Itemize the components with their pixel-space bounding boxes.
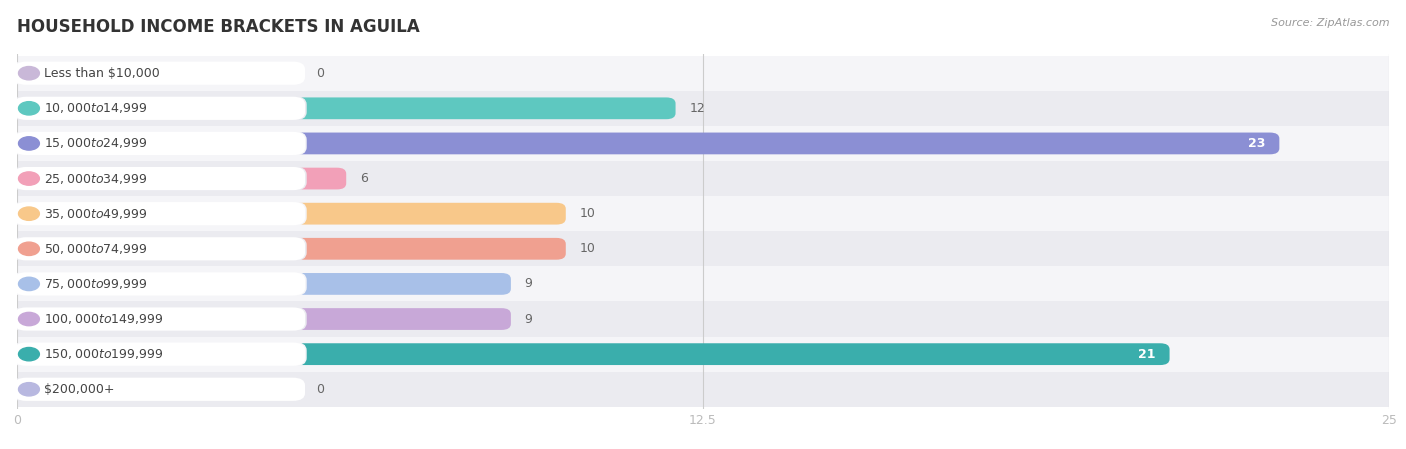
FancyBboxPatch shape: [13, 61, 307, 85]
Text: $100,000 to $149,999: $100,000 to $149,999: [45, 312, 163, 326]
FancyBboxPatch shape: [13, 96, 307, 121]
Text: 0: 0: [316, 67, 323, 79]
Bar: [17, 372, 1389, 407]
FancyBboxPatch shape: [13, 342, 307, 366]
FancyBboxPatch shape: [17, 238, 565, 260]
Text: $75,000 to $99,999: $75,000 to $99,999: [45, 277, 148, 291]
Bar: [17, 161, 1389, 196]
FancyBboxPatch shape: [17, 273, 510, 295]
FancyBboxPatch shape: [17, 167, 346, 189]
FancyBboxPatch shape: [14, 97, 305, 120]
Text: $15,000 to $24,999: $15,000 to $24,999: [45, 136, 148, 150]
Bar: [17, 266, 1389, 301]
FancyBboxPatch shape: [13, 272, 307, 296]
FancyBboxPatch shape: [13, 307, 307, 331]
Text: 10: 10: [579, 242, 595, 255]
FancyBboxPatch shape: [14, 343, 305, 366]
FancyBboxPatch shape: [14, 378, 305, 401]
FancyBboxPatch shape: [14, 132, 305, 155]
Text: 12: 12: [689, 102, 704, 115]
Circle shape: [18, 101, 39, 115]
Text: 9: 9: [524, 277, 533, 291]
FancyBboxPatch shape: [13, 202, 307, 226]
Circle shape: [18, 207, 39, 220]
FancyBboxPatch shape: [17, 97, 675, 119]
Text: 6: 6: [360, 172, 368, 185]
Text: 0: 0: [316, 383, 323, 396]
Text: $50,000 to $74,999: $50,000 to $74,999: [45, 242, 148, 256]
Bar: [17, 56, 1389, 91]
Bar: [17, 337, 1389, 372]
Text: 10: 10: [579, 207, 595, 220]
Text: 23: 23: [1249, 137, 1265, 150]
FancyBboxPatch shape: [17, 132, 1279, 154]
Text: $10,000 to $14,999: $10,000 to $14,999: [45, 101, 148, 115]
FancyBboxPatch shape: [14, 308, 305, 330]
Bar: [17, 126, 1389, 161]
FancyBboxPatch shape: [17, 203, 565, 224]
Bar: [17, 231, 1389, 266]
FancyBboxPatch shape: [14, 202, 305, 225]
Circle shape: [18, 383, 39, 396]
Circle shape: [18, 277, 39, 291]
FancyBboxPatch shape: [13, 131, 307, 156]
Circle shape: [18, 242, 39, 255]
Text: Less than $10,000: Less than $10,000: [45, 67, 160, 79]
FancyBboxPatch shape: [17, 343, 1170, 365]
FancyBboxPatch shape: [13, 166, 307, 191]
FancyBboxPatch shape: [14, 273, 305, 295]
Text: $35,000 to $49,999: $35,000 to $49,999: [45, 207, 148, 220]
FancyBboxPatch shape: [17, 308, 510, 330]
Text: $150,000 to $199,999: $150,000 to $199,999: [45, 347, 163, 361]
Circle shape: [18, 66, 39, 80]
Text: HOUSEHOLD INCOME BRACKETS IN AGUILA: HOUSEHOLD INCOME BRACKETS IN AGUILA: [17, 18, 419, 36]
Text: 21: 21: [1139, 348, 1156, 361]
Circle shape: [18, 172, 39, 185]
FancyBboxPatch shape: [14, 167, 305, 190]
FancyBboxPatch shape: [13, 237, 307, 261]
Text: $200,000+: $200,000+: [45, 383, 115, 396]
Circle shape: [18, 137, 39, 150]
Circle shape: [18, 313, 39, 326]
Text: Source: ZipAtlas.com: Source: ZipAtlas.com: [1271, 18, 1389, 28]
FancyBboxPatch shape: [14, 62, 305, 85]
Bar: [17, 301, 1389, 337]
Text: 9: 9: [524, 313, 533, 326]
Bar: [17, 91, 1389, 126]
FancyBboxPatch shape: [13, 377, 307, 401]
FancyBboxPatch shape: [14, 237, 305, 260]
Text: $25,000 to $34,999: $25,000 to $34,999: [45, 172, 148, 185]
Bar: [17, 196, 1389, 231]
Circle shape: [18, 348, 39, 361]
